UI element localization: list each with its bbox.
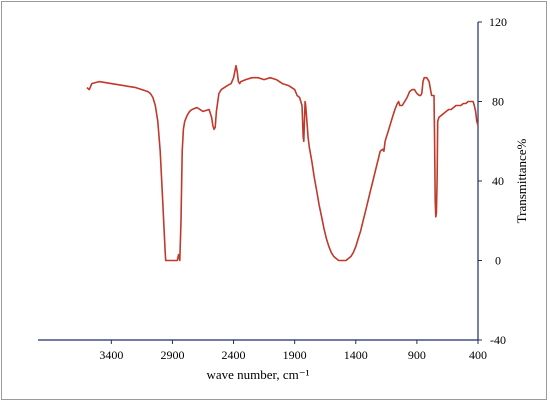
x-axis-title: wave number, cm⁻¹ xyxy=(206,367,309,382)
y-tick-label: 120 xyxy=(489,15,507,29)
y-tick-label: 0 xyxy=(495,254,501,268)
axes-layer xyxy=(38,22,479,341)
x-tick-label: 2900 xyxy=(160,348,184,362)
y-tick-label: 40 xyxy=(492,174,504,188)
x-tick-label: 400 xyxy=(469,348,487,362)
x-tick-label: 3400 xyxy=(99,348,123,362)
y-axis-title: Transmittance% xyxy=(514,138,529,223)
x-tick-label: 2400 xyxy=(222,348,246,362)
x-tick-label: 1400 xyxy=(344,348,368,362)
x-tick-label: 1900 xyxy=(283,348,307,362)
y-tick-label: -40 xyxy=(490,333,506,347)
y-tick-label: 80 xyxy=(492,95,504,109)
x-tick-label: 900 xyxy=(408,348,426,362)
ticks-layer: 3400 2900 2400 1900 1400 900 400-40 0 40 80 120 xyxy=(99,15,507,362)
series-line xyxy=(86,64,479,262)
